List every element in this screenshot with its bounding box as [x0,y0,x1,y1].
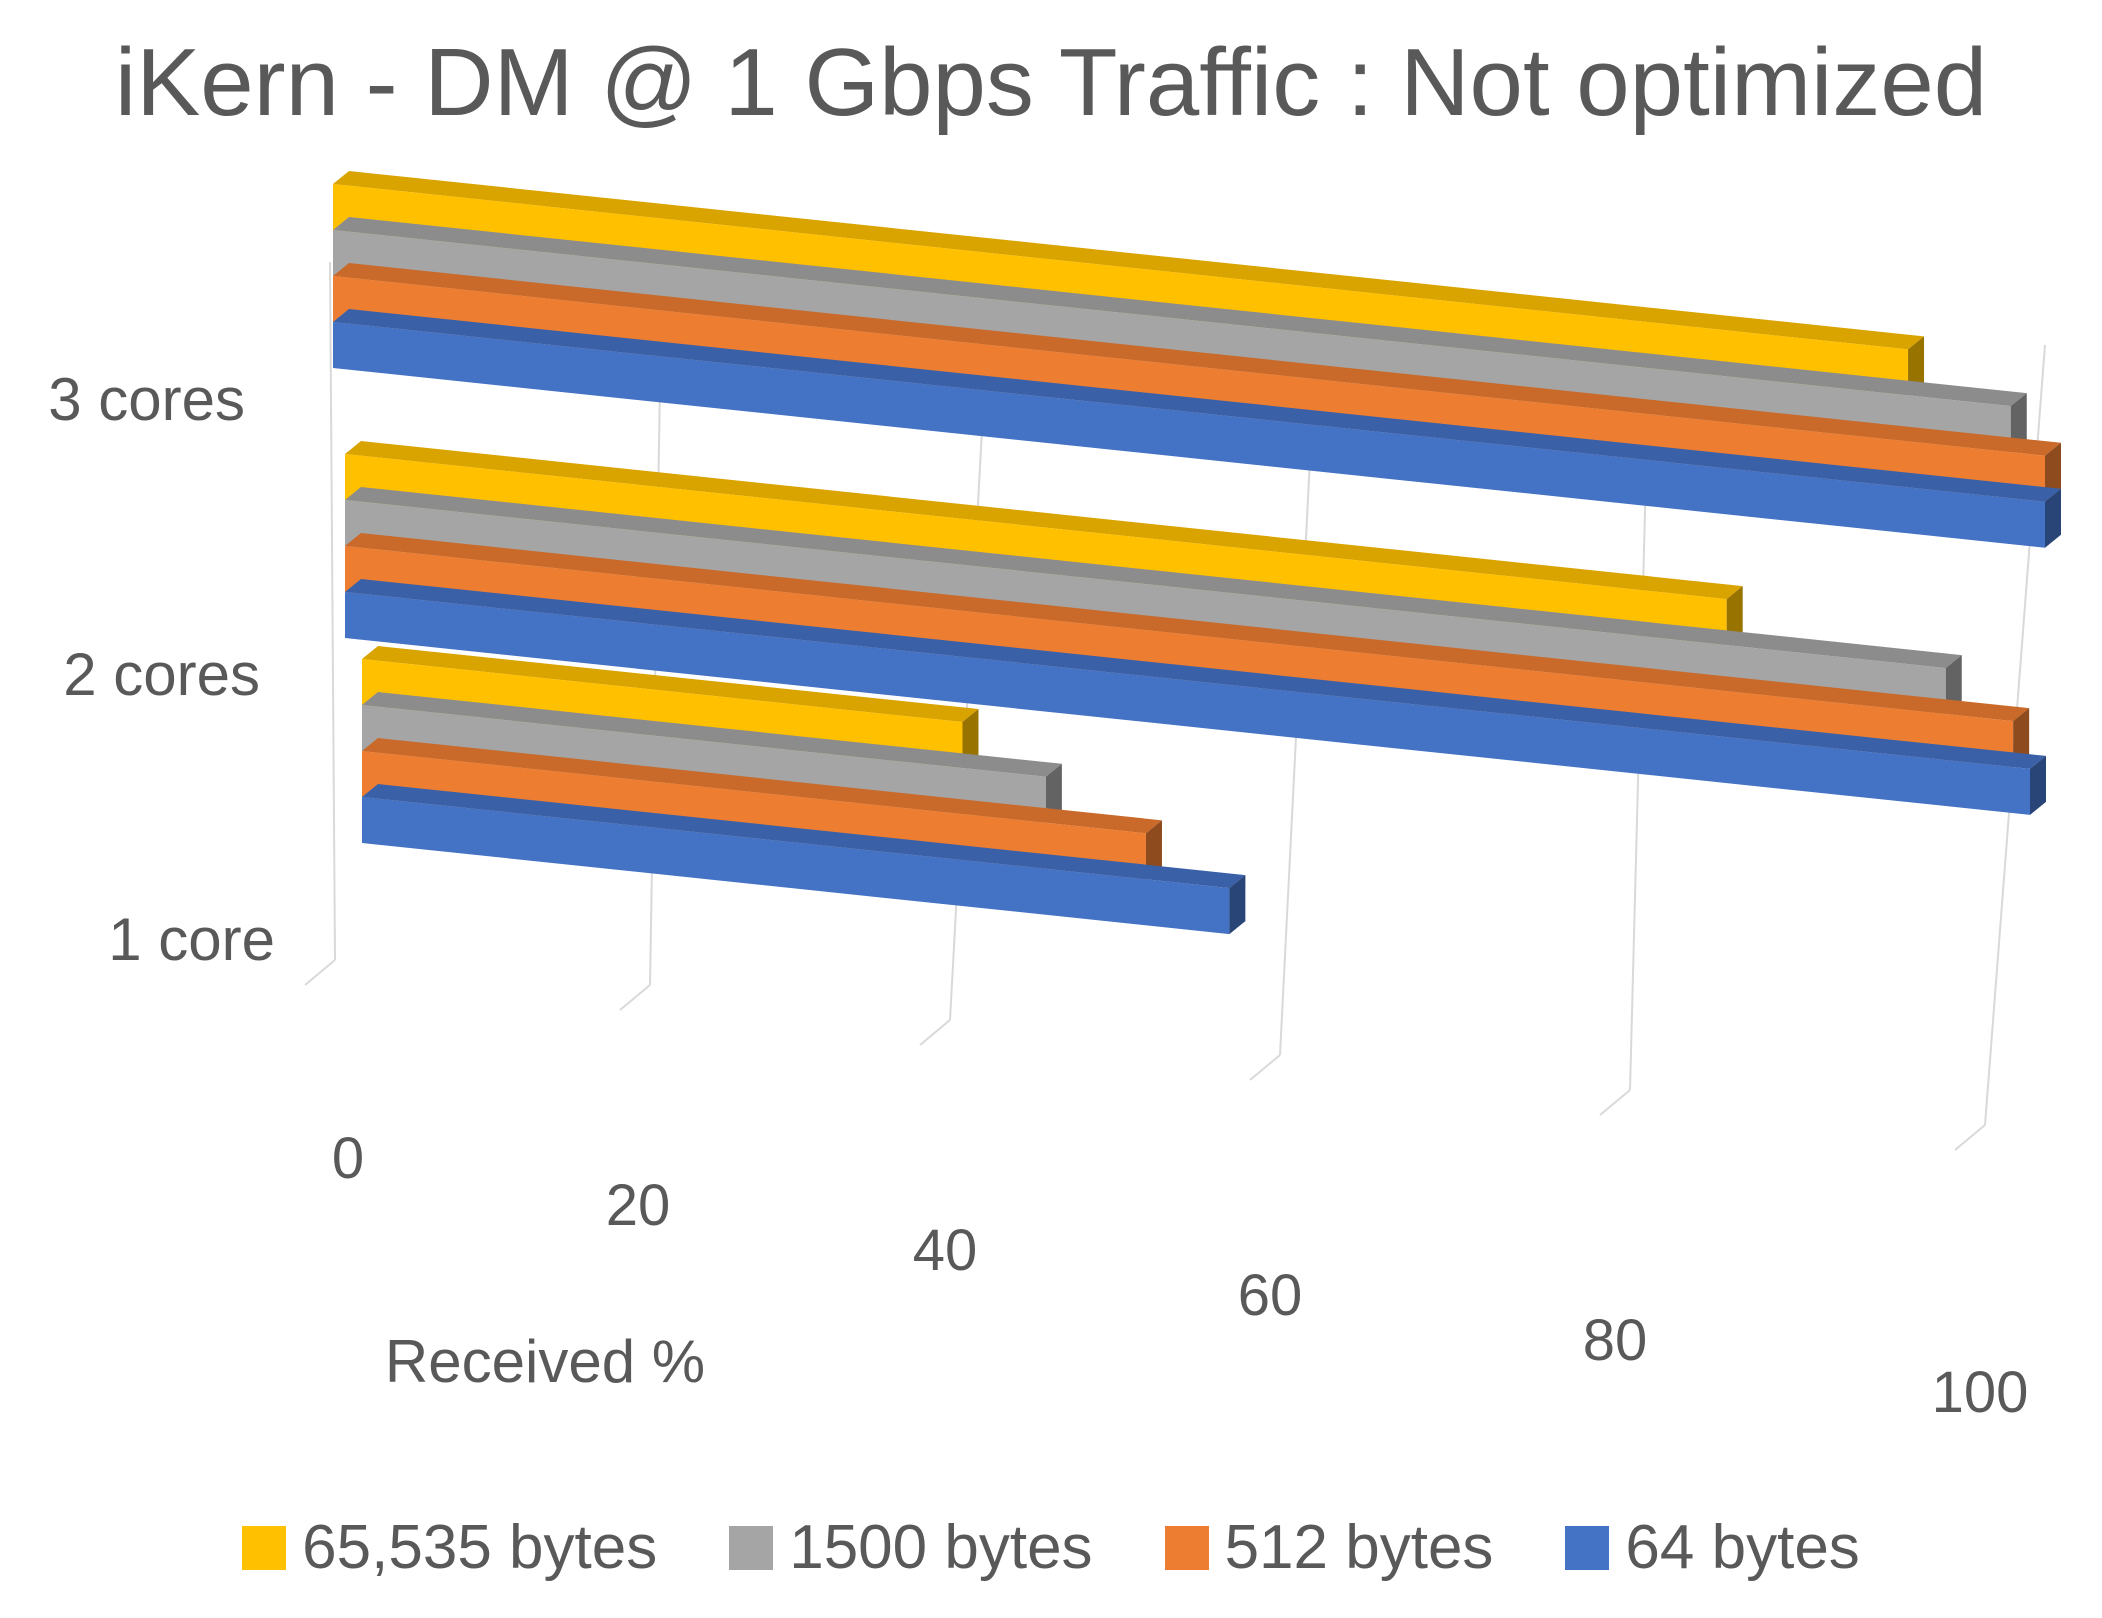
legend-swatch [1164,1525,1209,1570]
legend-label: 1500 bytes [789,1513,1093,1582]
x-tick-20: 20 [606,1173,671,1238]
bar-2-cores-64-bytes [345,579,2046,815]
floor-gridline-20 [619,984,651,1011]
x-tick-0: 0 [332,1126,364,1191]
bar-1-core-64-bytes [362,784,1246,935]
legend-item-512-bytes: 512 bytes [1164,1512,1494,1583]
x-tick-40: 40 [913,1218,978,1283]
legend-item-64-bytes: 64 bytes [1565,1512,1860,1583]
x-axis-title: Received % [385,1328,705,1395]
floor-gridline-80 [1599,1089,1631,1116]
gridline-0 [329,261,336,961]
category-label-2-cores: 2 cores [63,641,260,708]
floor-gridline-0 [304,959,336,986]
chart-title: iKern - DM @ 1 Gbps Traffic : Not optimi… [114,29,1988,136]
legend-label: 64 bytes [1625,1513,1860,1582]
legend-item-1500-bytes: 1500 bytes [729,1512,1093,1583]
chart-legend: 65,535 bytes 1500 bytes 512 bytes 64 bytes [0,1512,2102,1583]
bar-chart-plot: 1 core 2 cores 3 cores 0 20 40 60 80 100 Received… [48,171,2061,1425]
legend-swatch [729,1525,774,1570]
x-tick-60: 60 [1238,1263,1303,1328]
legend-label: 65,535 bytes [302,1513,658,1582]
legend-swatch [242,1525,287,1570]
bars [333,171,2061,935]
floor-gridline-40 [919,1019,951,1046]
category-label-3-cores: 3 cores [48,366,245,433]
floor-gridline-100 [1954,1124,1986,1151]
x-tick-80: 80 [1583,1308,1648,1373]
legend-label: 512 bytes [1224,1513,1494,1582]
bar-3-cores-64-bytes [333,309,2061,548]
legend-swatch [1565,1525,1610,1570]
floor-gridline-60 [1249,1054,1281,1081]
legend-item-65-535-bytes: 65,535 bytes [242,1512,657,1583]
category-label-1-core: 1 core [108,906,275,973]
x-tick-100: 100 [1932,1360,2029,1425]
